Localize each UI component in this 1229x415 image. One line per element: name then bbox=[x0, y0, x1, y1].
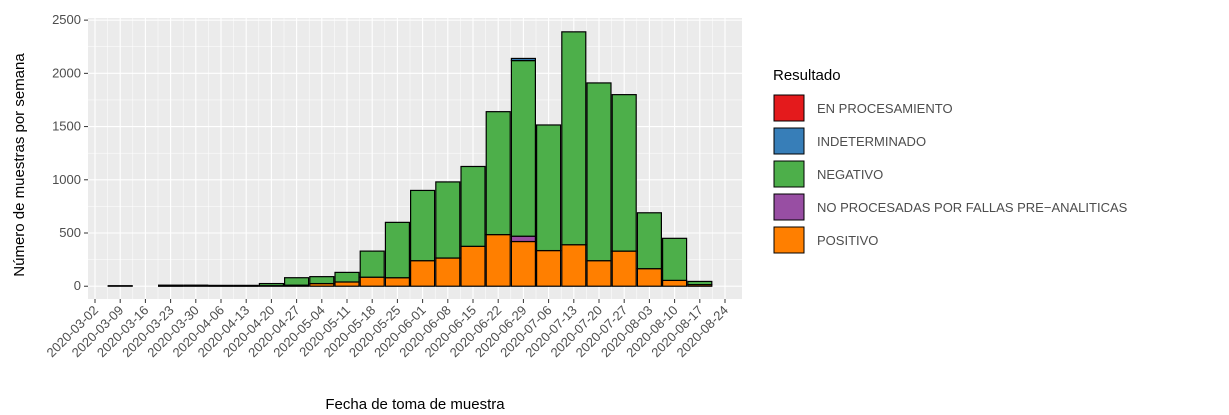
bar-segment bbox=[309, 276, 335, 285]
bar-segment bbox=[661, 279, 688, 287]
bar-segment bbox=[208, 284, 234, 287]
bar-segment bbox=[510, 240, 536, 287]
bar-segment bbox=[636, 212, 663, 270]
legend-label: POSITIVO bbox=[817, 233, 878, 248]
bar-segment bbox=[284, 277, 310, 286]
bar-segment bbox=[485, 111, 511, 236]
bar-segment bbox=[410, 189, 436, 262]
bar-segment bbox=[334, 271, 360, 283]
bar-segment bbox=[359, 276, 385, 287]
y-tick-label: 1000 bbox=[52, 172, 81, 187]
bar-segment bbox=[661, 237, 688, 281]
bar-segment bbox=[510, 57, 536, 62]
bar-segment bbox=[535, 249, 562, 287]
legend-swatch bbox=[773, 160, 805, 188]
bar-segment bbox=[107, 285, 133, 287]
legend-title: Resultado bbox=[773, 67, 841, 84]
bar-segment bbox=[258, 282, 284, 287]
bar-segment bbox=[435, 181, 461, 259]
bar-segment bbox=[611, 250, 637, 287]
bar-segment bbox=[435, 257, 461, 287]
legend-label: EN PROCESAMIENTO bbox=[817, 101, 953, 116]
bar-segment bbox=[561, 31, 587, 246]
bar-segment bbox=[636, 268, 663, 287]
legend-swatch bbox=[773, 193, 805, 221]
bar-segment bbox=[384, 277, 410, 287]
bar-segment bbox=[359, 250, 385, 278]
x-axis-title: Fecha de toma de muestra bbox=[325, 396, 505, 413]
legend-swatch bbox=[773, 127, 805, 155]
legend-label: INDETERMINADO bbox=[817, 134, 926, 149]
legend-swatch bbox=[773, 226, 805, 254]
bar-segment bbox=[334, 281, 360, 287]
bar-segment bbox=[384, 221, 410, 279]
bar-segment bbox=[586, 260, 612, 287]
bar-segment bbox=[535, 124, 562, 252]
y-tick-label: 2000 bbox=[52, 65, 81, 80]
bar-segment bbox=[233, 284, 259, 287]
y-tick-label: 2500 bbox=[52, 12, 81, 27]
bar-segment bbox=[183, 284, 209, 287]
y-tick-label: 1500 bbox=[52, 119, 81, 134]
bar-segment bbox=[561, 244, 587, 287]
y-axis-title: Número de muestras por semana bbox=[11, 53, 28, 277]
y-tick-label: 0 bbox=[74, 278, 81, 293]
legend-swatch bbox=[773, 94, 805, 122]
bar-segment bbox=[410, 260, 436, 287]
y-tick-label: 500 bbox=[59, 225, 81, 240]
bar-segment bbox=[687, 280, 713, 286]
bar-segment bbox=[510, 235, 536, 243]
bar-segment bbox=[460, 165, 486, 247]
bar-segment bbox=[510, 59, 536, 237]
bar-segment bbox=[485, 234, 511, 287]
bar-segment bbox=[158, 284, 184, 287]
bar-segment bbox=[586, 82, 612, 262]
bar-segment bbox=[460, 245, 486, 287]
legend-label: NEGATIVO bbox=[817, 167, 883, 182]
legend-label: NO PROCESADAS POR FALLAS PRE−ANALITICAS bbox=[817, 200, 1128, 215]
bar-segment bbox=[611, 94, 637, 252]
